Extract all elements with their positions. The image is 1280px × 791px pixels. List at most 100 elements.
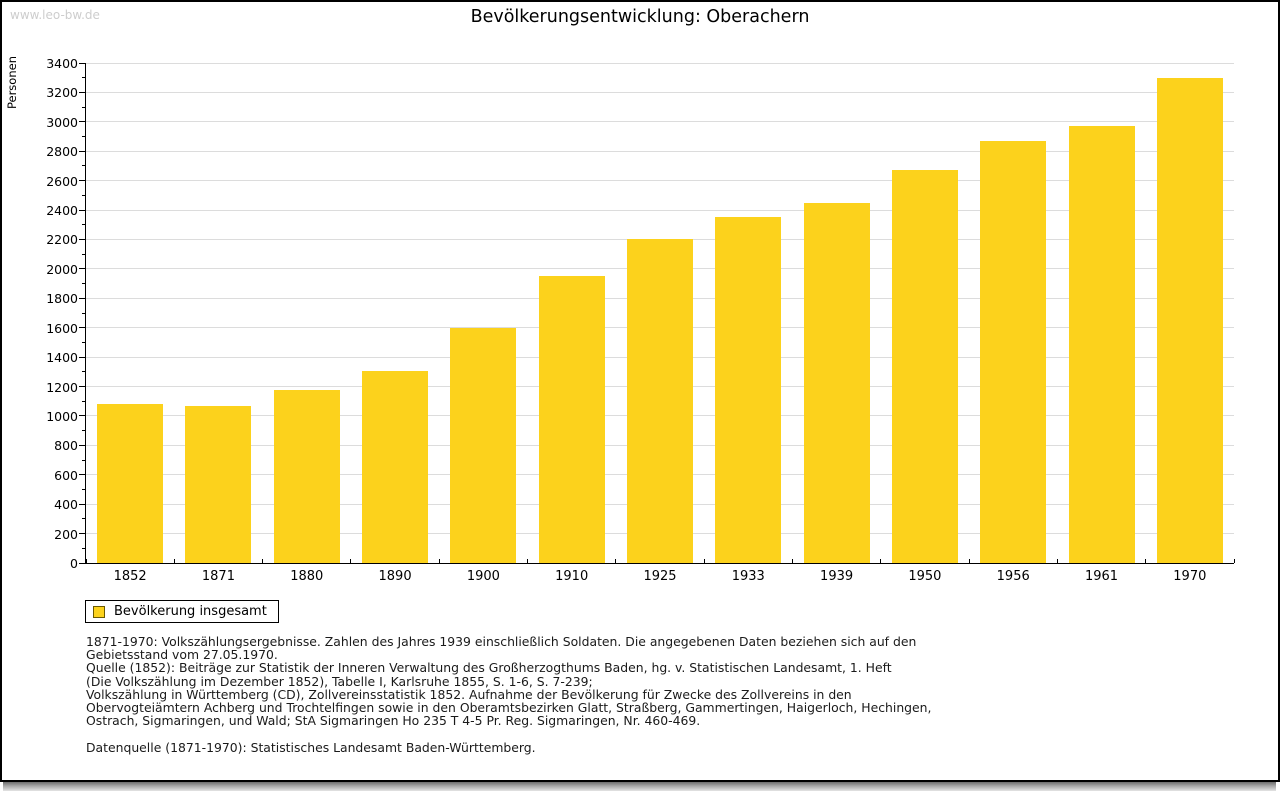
gridline: [86, 209, 1234, 211]
chart-title: Bevölkerungsentwicklung: Oberachern: [470, 7, 810, 27]
bar: [538, 276, 605, 563]
footnote-line: 1871-1970: Volkszählungsergebnisse. Zahl…: [86, 634, 917, 649]
y-axis-minor-tick: [82, 253, 85, 255]
y-tick-label: 0: [70, 556, 78, 571]
footnote-line: Datenquelle (1871-1970): Statistisches L…: [86, 739, 536, 755]
x-axis-tick: [85, 559, 87, 563]
y-axis-line: [85, 63, 86, 564]
bar: [803, 202, 870, 563]
x-tick-label: 1939: [820, 569, 854, 584]
x-tick-label: 1871: [201, 569, 235, 584]
bar: [273, 390, 340, 563]
y-axis-major-tick: [79, 444, 85, 446]
y-axis-major-tick: [79, 91, 85, 93]
y-axis-major-tick: [79, 474, 85, 476]
y-axis-major-tick: [79, 562, 85, 564]
y-axis-major-tick: [79, 180, 85, 182]
y-axis-minor-tick: [82, 459, 85, 461]
y-axis-major-tick: [79, 327, 85, 329]
x-tick-label: 1950: [908, 569, 942, 584]
y-tick-label: 2600: [46, 173, 78, 189]
bar: [97, 404, 164, 563]
y-tick-label: 3000: [46, 114, 78, 130]
y-axis-minor-tick: [82, 136, 85, 138]
x-axis-line: [85, 563, 1234, 564]
y-tick-label: 2800: [46, 144, 78, 160]
gridline: [86, 91, 1234, 93]
x-tick-label: 1933: [731, 569, 765, 584]
y-axis-minor-tick: [82, 518, 85, 520]
footnote-line: Gebietsstand vom 27.05.1970.: [86, 647, 278, 663]
gridline: [86, 62, 1234, 64]
y-axis-major-tick: [79, 386, 85, 388]
y-axis-minor-tick: [82, 488, 85, 490]
y-tick-label: 1400: [46, 350, 78, 366]
y-axis-major-tick: [79, 62, 85, 64]
y-axis-minor-tick: [82, 430, 85, 432]
legend-label: Bevölkerung insgesamt: [114, 604, 267, 619]
x-axis-tick: [615, 559, 617, 563]
y-tick-label: 1800: [46, 291, 78, 307]
y-axis-major-tick: [79, 356, 85, 358]
y-axis-minor-tick: [82, 400, 85, 402]
y-axis-major-tick: [79, 209, 85, 211]
y-axis-minor-tick: [82, 283, 85, 285]
x-tick-label: 1910: [555, 569, 589, 584]
x-tick-label: 1880: [290, 569, 324, 584]
y-axis-major-tick: [79, 297, 85, 299]
y-axis-minor-tick: [82, 165, 85, 167]
x-tick-label: 1961: [1084, 569, 1119, 584]
bar: [980, 140, 1047, 563]
footnote-line: Obervogteiämtern Achberg und Trochtelfin…: [86, 700, 932, 716]
x-tick-label: 1900: [466, 569, 500, 584]
x-tick-label: 1890: [378, 569, 412, 584]
bar: [362, 371, 429, 563]
x-tick-label: 1925: [643, 569, 677, 584]
x-axis-tick: [1145, 559, 1147, 563]
y-axis-major-tick: [79, 533, 85, 535]
bar: [185, 405, 252, 563]
y-tick-label: 1600: [46, 320, 78, 336]
legend: Bevölkerung insgesamt: [85, 600, 279, 623]
y-axis-minor-tick: [82, 341, 85, 343]
y-tick-label: 3400: [46, 56, 78, 71]
y-axis-major-tick: [79, 121, 85, 123]
gridline: [86, 180, 1234, 182]
x-tick-label: 1852: [113, 569, 147, 584]
gridline: [86, 150, 1234, 152]
y-tick-label: 800: [54, 438, 78, 454]
y-tick-label: 1200: [46, 379, 78, 395]
x-axis-tick: [350, 559, 352, 563]
y-tick-label: 600: [54, 467, 78, 483]
y-axis-minor-tick: [82, 371, 85, 373]
bar: [1068, 125, 1135, 563]
y-axis-major-tick: [79, 503, 85, 505]
x-tick-label: 1970: [1173, 569, 1207, 584]
y-axis-major-tick: [79, 150, 85, 152]
y-tick-label: 200: [54, 526, 78, 542]
y-axis-minor-tick: [82, 224, 85, 226]
y-axis-major-tick: [79, 238, 85, 240]
x-axis-tick: [1233, 559, 1235, 563]
bar: [715, 217, 782, 563]
gridline: [86, 121, 1234, 123]
y-axis-minor-tick: [82, 547, 85, 549]
x-axis-tick: [262, 559, 264, 563]
x-axis-tick: [968, 559, 970, 563]
legend-swatch-icon: [93, 605, 105, 618]
y-axis-minor-tick: [82, 194, 85, 196]
watermark: www.leo-bw.de: [10, 8, 100, 22]
footnote-line: Quelle (1852): Beiträge zur Statistik de…: [86, 660, 892, 676]
y-tick-label: 2400: [46, 203, 78, 219]
x-axis-tick: [880, 559, 882, 563]
x-axis-tick: [438, 559, 440, 563]
y-axis-minor-tick: [82, 106, 85, 108]
bottom-shadow: [3, 782, 1276, 791]
x-axis-tick: [1056, 559, 1058, 563]
y-axis-minor-tick: [82, 77, 85, 79]
footnotes: 1871-1970: Volkszählungsergebnisse. Zahl…: [86, 635, 931, 754]
bar: [450, 327, 517, 563]
x-axis-tick: [703, 559, 705, 563]
